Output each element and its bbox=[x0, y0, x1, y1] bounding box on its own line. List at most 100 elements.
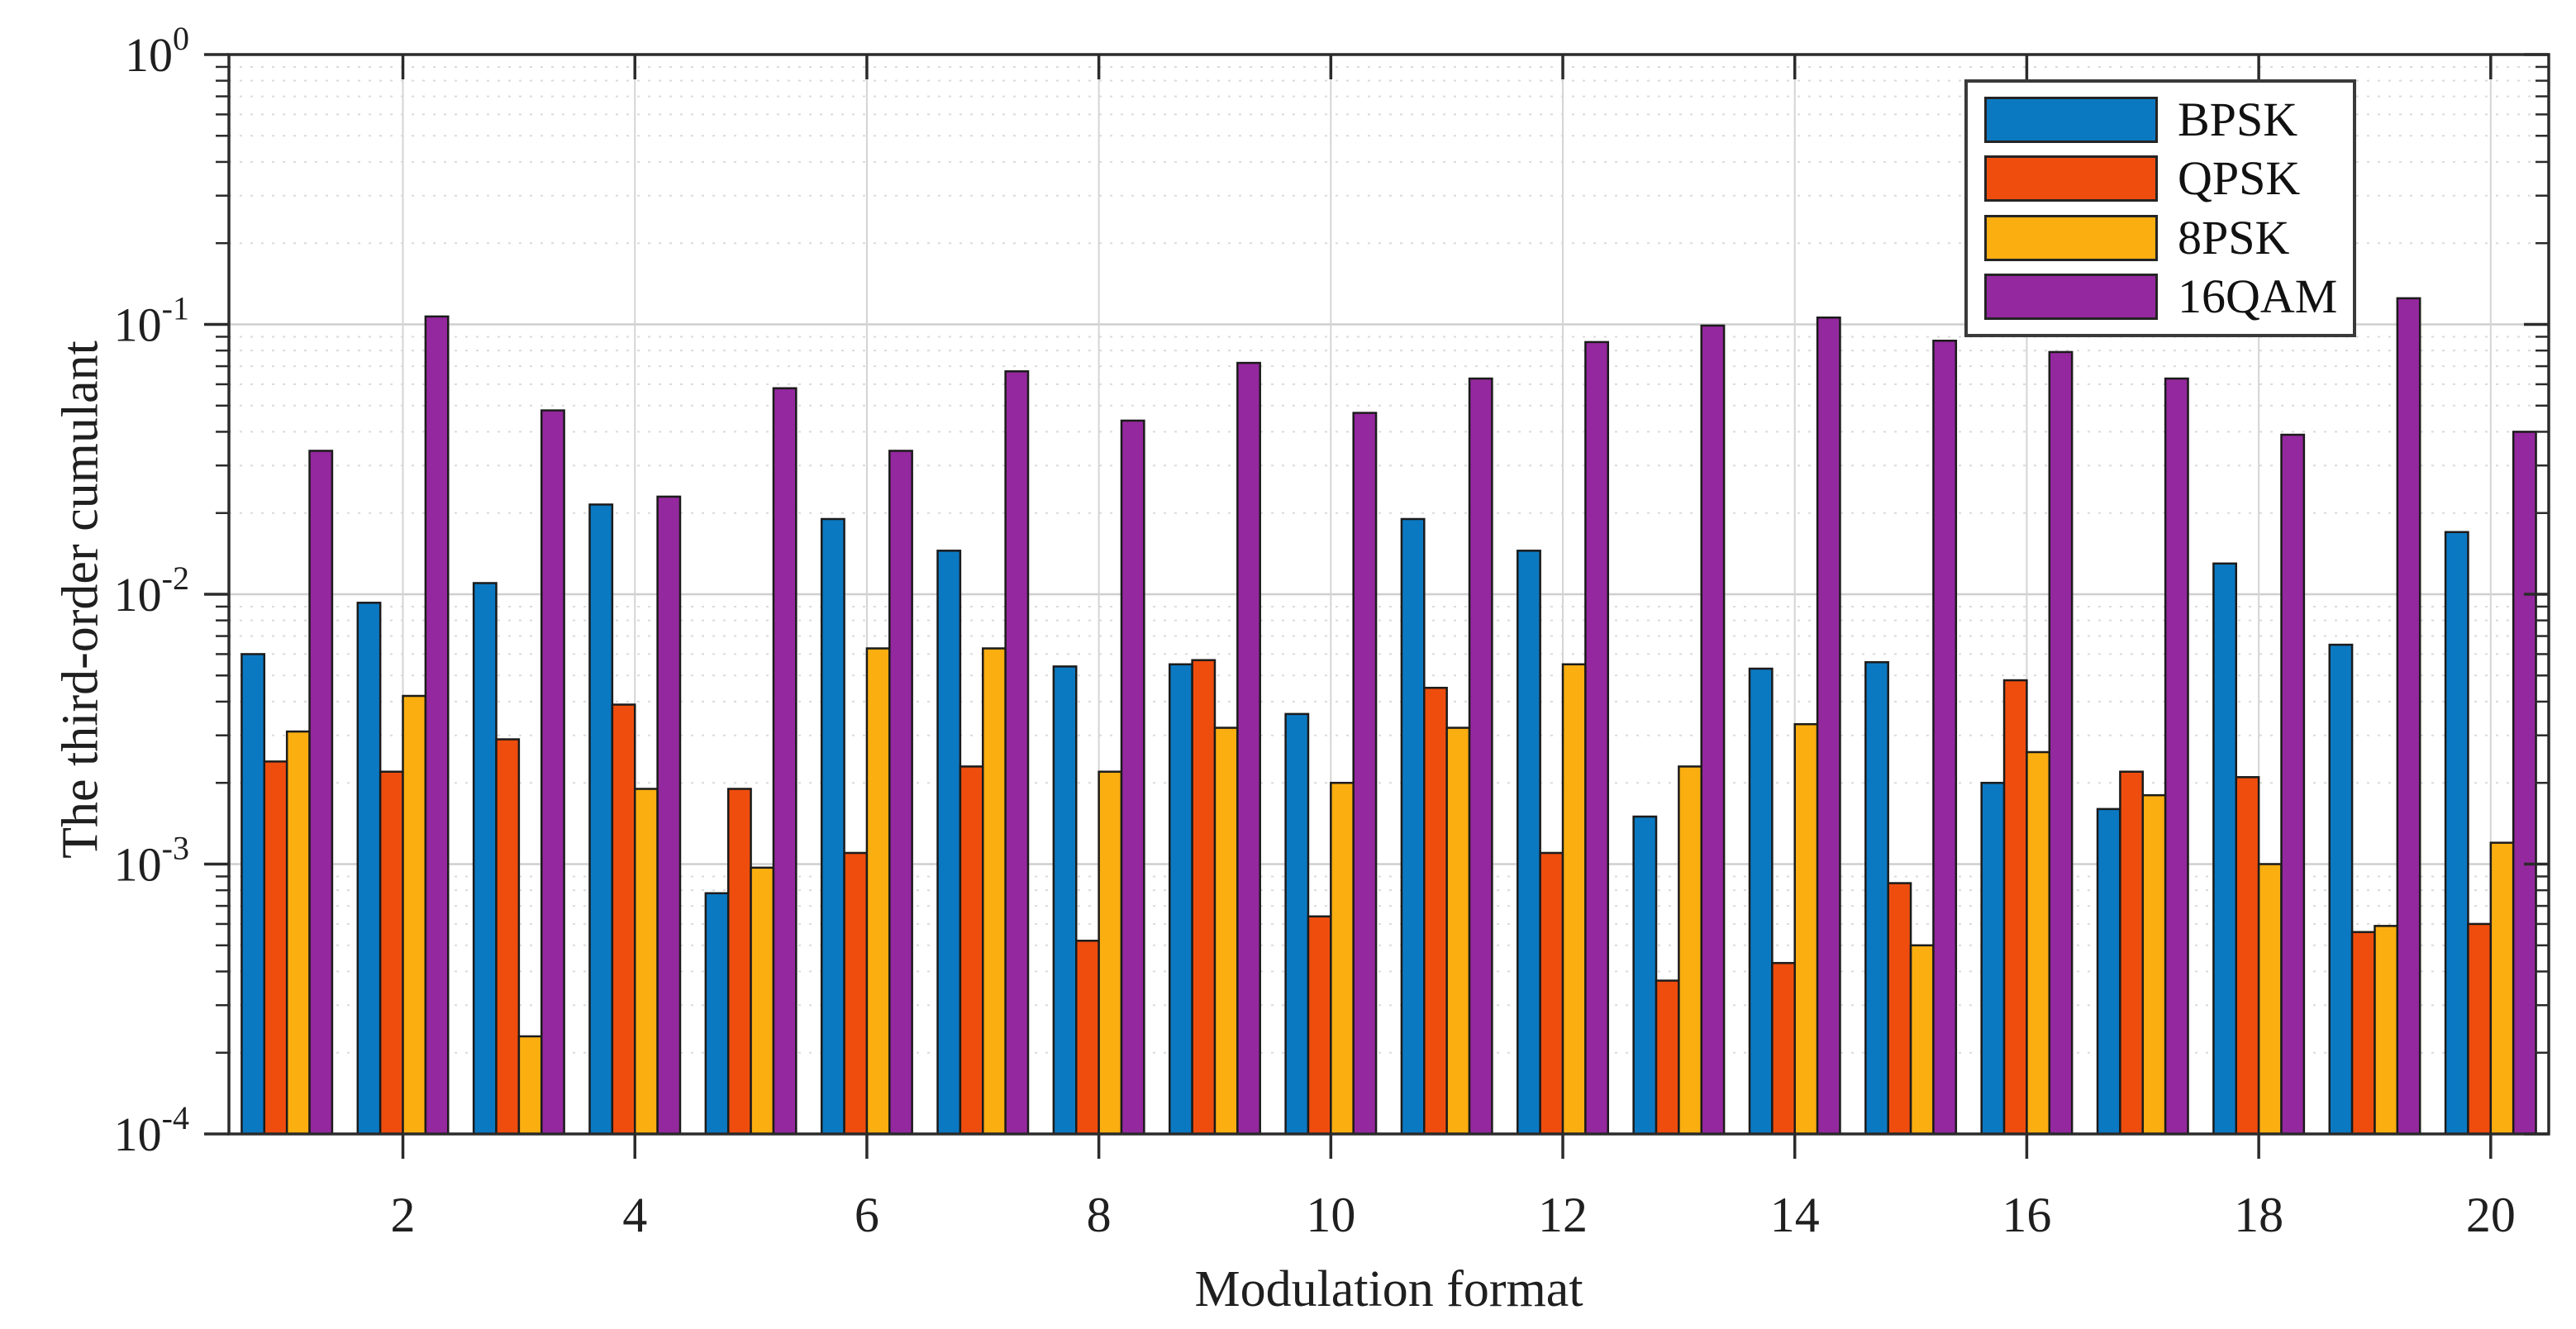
x-tick-label: 12 bbox=[1538, 1188, 1588, 1242]
bar-8psk-x11 bbox=[1445, 726, 1471, 1136]
bar-8psk-x7 bbox=[982, 647, 1007, 1136]
bar-qpsk-x10 bbox=[1307, 915, 1332, 1136]
bar-8psk-x9 bbox=[1213, 726, 1239, 1136]
bar-16qam-x16 bbox=[2048, 350, 2074, 1136]
bar-qpsk-x2 bbox=[379, 770, 404, 1136]
x-tick-label: 4 bbox=[622, 1188, 647, 1242]
legend-label: 8PSK bbox=[2178, 210, 2290, 264]
bar-bpsk-x3 bbox=[472, 582, 498, 1136]
x-tick-label: 8 bbox=[1087, 1188, 1112, 1242]
y-axis-label: The third-order cumulant bbox=[52, 341, 109, 859]
bar-bpsk-x16 bbox=[1980, 781, 2006, 1136]
x-tick-label: 6 bbox=[855, 1188, 879, 1242]
bar-16qam-x1 bbox=[308, 450, 334, 1136]
bar-16qam-x7 bbox=[1004, 370, 1030, 1136]
bar-8psk-x5 bbox=[750, 866, 775, 1136]
bar-16qam-x11 bbox=[1468, 377, 1493, 1136]
y-tick-label: 100 bbox=[125, 20, 189, 82]
legend-item-16qam: 16QAM bbox=[1984, 270, 2353, 323]
bar-qpsk-x12 bbox=[1539, 851, 1564, 1136]
bar-qpsk-x13 bbox=[1655, 979, 1680, 1136]
y-tick-label: 10-2 bbox=[114, 560, 189, 622]
bar-16qam-x13 bbox=[1700, 324, 1726, 1136]
y-tick-label: 10-4 bbox=[114, 1099, 189, 1161]
bar-8psk-x12 bbox=[1561, 663, 1587, 1136]
bar-qpsk-x8 bbox=[1075, 939, 1100, 1136]
bar-16qam-x15 bbox=[1932, 339, 1958, 1136]
bar-qpsk-x1 bbox=[263, 760, 288, 1136]
bar-bpsk-x9 bbox=[1168, 663, 1193, 1136]
legend-label: QPSK bbox=[2178, 151, 2301, 206]
bar-qpsk-x16 bbox=[2002, 679, 2028, 1136]
bar-16qam-x18 bbox=[2280, 433, 2306, 1136]
legend-swatch-qpsk bbox=[1984, 155, 2158, 202]
bar-bpsk-x17 bbox=[2096, 807, 2121, 1136]
bar-8psk-x10 bbox=[1330, 781, 1355, 1136]
bar-16qam-x4 bbox=[656, 495, 682, 1136]
legend-item-qpsk: QPSK bbox=[1984, 152, 2353, 205]
bar-8psk-x15 bbox=[1909, 944, 1935, 1136]
bar-16qam-x2 bbox=[424, 315, 450, 1136]
bar-16qam-x12 bbox=[1584, 341, 1610, 1136]
bar-8psk-x13 bbox=[1678, 765, 1702, 1136]
bar-bpsk-x10 bbox=[1284, 712, 1310, 1136]
bar-16qam-x5 bbox=[772, 387, 798, 1136]
bar-bpsk-x20 bbox=[2444, 531, 2469, 1136]
x-tick-label: 2 bbox=[391, 1188, 416, 1242]
bar-bpsk-x14 bbox=[1748, 667, 1774, 1136]
bar-qpsk-x14 bbox=[1771, 961, 1796, 1136]
bar-8psk-x20 bbox=[2489, 841, 2515, 1136]
bar-8psk-x16 bbox=[2026, 750, 2051, 1136]
y-tick-label: 10-3 bbox=[114, 830, 189, 892]
bar-bpsk-x2 bbox=[356, 602, 382, 1136]
legend-label: 16QAM bbox=[2178, 269, 2338, 323]
x-tick-label: 20 bbox=[2466, 1188, 2516, 1242]
bar-16qam-x19 bbox=[2396, 297, 2421, 1136]
bar-qpsk-x17 bbox=[2119, 770, 2145, 1136]
bar-bpsk-x19 bbox=[2328, 643, 2354, 1136]
bar-8psk-x6 bbox=[865, 647, 891, 1136]
bar-16qam-x6 bbox=[888, 450, 913, 1136]
bar-16qam-x9 bbox=[1236, 361, 1261, 1136]
legend-swatch-16qam bbox=[1984, 273, 2158, 320]
bar-bpsk-x7 bbox=[936, 550, 962, 1136]
bar-qpsk-x5 bbox=[726, 788, 752, 1136]
legend-swatch-bpsk bbox=[1984, 97, 2158, 144]
bar-qpsk-x4 bbox=[611, 703, 636, 1136]
x-tick-label: 18 bbox=[2234, 1188, 2283, 1242]
bar-8psk-x18 bbox=[2257, 863, 2283, 1136]
bar-qpsk-x18 bbox=[2235, 776, 2260, 1136]
bar-qpsk-x19 bbox=[2350, 931, 2376, 1136]
bar-qpsk-x9 bbox=[1191, 659, 1217, 1136]
bar-bpsk-x18 bbox=[2212, 562, 2238, 1136]
bar-bpsk-x6 bbox=[820, 517, 845, 1136]
bar-bpsk-x1 bbox=[240, 653, 266, 1136]
bar-8psk-x17 bbox=[2141, 793, 2167, 1136]
y-tick-label: 10-1 bbox=[114, 290, 189, 352]
bar-bpsk-x11 bbox=[1400, 517, 1426, 1136]
bar-16qam-x10 bbox=[1352, 412, 1378, 1136]
bar-qpsk-x3 bbox=[495, 738, 521, 1136]
bar-8psk-x14 bbox=[1793, 722, 1819, 1136]
bar-qpsk-x20 bbox=[2467, 922, 2493, 1136]
legend: BPSK QPSK 8PSK 16QAM bbox=[1964, 79, 2356, 337]
x-tick-label: 14 bbox=[1770, 1188, 1820, 1242]
legend-item-bpsk: BPSK bbox=[1984, 93, 2353, 146]
x-tick-label: 16 bbox=[2002, 1188, 2051, 1242]
bar-qpsk-x11 bbox=[1423, 686, 1448, 1136]
bar-8psk-x4 bbox=[633, 788, 659, 1136]
bar-8psk-x1 bbox=[285, 730, 311, 1136]
bar-bpsk-x5 bbox=[704, 892, 730, 1136]
bar-8psk-x2 bbox=[402, 694, 427, 1136]
bar-8psk-x19 bbox=[2374, 925, 2399, 1136]
bar-bpsk-x8 bbox=[1052, 665, 1078, 1136]
bar-16qam-x20 bbox=[2512, 431, 2537, 1136]
bar-16qam-x14 bbox=[1816, 316, 1841, 1136]
x-axis-label: Modulation format bbox=[1194, 1261, 1583, 1317]
bar-qpsk-x6 bbox=[843, 851, 869, 1136]
bar-bpsk-x15 bbox=[1864, 660, 1889, 1136]
bar-bpsk-x13 bbox=[1632, 815, 1658, 1136]
bar-8psk-x8 bbox=[1098, 770, 1123, 1136]
